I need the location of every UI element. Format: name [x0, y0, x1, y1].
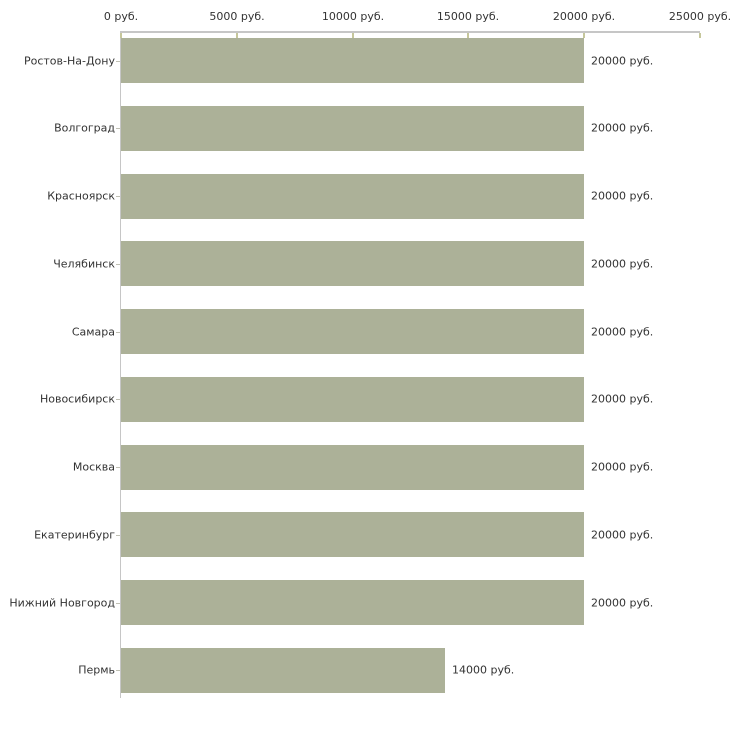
- category-tick: [116, 128, 120, 129]
- category-tick: [116, 670, 120, 671]
- x-axis-tick-label: 10000 руб.: [321, 10, 385, 23]
- category-tick: [116, 264, 120, 265]
- category-label: Самара: [71, 325, 115, 339]
- category-label: Екатеринбург: [34, 528, 115, 542]
- bar: [121, 38, 584, 83]
- bar: [121, 580, 584, 625]
- category-label: Нижний Новгород: [9, 596, 115, 610]
- category-tick: [116, 332, 120, 333]
- y-axis-line: [120, 31, 121, 698]
- category-tick: [116, 603, 120, 604]
- category-tick: [116, 467, 120, 468]
- category-tick: [116, 535, 120, 536]
- x-axis-tick: [120, 33, 122, 38]
- category-label: Новосибирск: [39, 392, 115, 406]
- value-label: 20000 руб.: [591, 325, 654, 339]
- value-label: 20000 руб.: [591, 596, 654, 610]
- x-axis-tick: [467, 33, 469, 38]
- category-label: Москва: [72, 460, 115, 474]
- category-label: Челябинск: [53, 257, 115, 271]
- category-tick: [116, 61, 120, 62]
- x-axis-tick: [583, 33, 585, 38]
- category-label: Красноярск: [47, 189, 115, 203]
- x-axis-tick-label: 15000 руб.: [436, 10, 500, 23]
- category-tick: [116, 196, 120, 197]
- value-label: 20000 руб.: [591, 189, 654, 203]
- value-label: 20000 руб.: [591, 54, 654, 68]
- value-label: 20000 руб.: [591, 392, 654, 406]
- x-axis-tick: [699, 33, 701, 38]
- x-axis-tick-label: 5000 руб.: [209, 10, 265, 23]
- bar: [121, 241, 584, 286]
- x-axis-tick-label: 25000 руб.: [668, 10, 730, 23]
- category-tick: [116, 399, 120, 400]
- value-label: 20000 руб.: [591, 121, 654, 135]
- x-axis-tick-label: 0 руб.: [103, 10, 139, 23]
- value-label: 20000 руб.: [591, 460, 654, 474]
- bar: [121, 106, 584, 151]
- bar: [121, 377, 584, 422]
- x-axis-tick-label: 20000 руб.: [552, 10, 616, 23]
- bar: [121, 445, 584, 490]
- x-axis-tick: [352, 33, 354, 38]
- value-label: 20000 руб.: [591, 257, 654, 271]
- category-label: Волгоград: [54, 121, 115, 135]
- value-label: 14000 руб.: [452, 663, 515, 677]
- category-label: Пермь: [78, 663, 115, 677]
- bar: [121, 174, 584, 219]
- x-axis-tick: [236, 33, 238, 38]
- bar: [121, 309, 584, 354]
- bar: [121, 648, 445, 693]
- category-label: Ростов-На-Дону: [23, 54, 115, 68]
- value-label: 20000 руб.: [591, 528, 654, 542]
- x-axis-line: [120, 31, 700, 33]
- bar: [121, 512, 584, 557]
